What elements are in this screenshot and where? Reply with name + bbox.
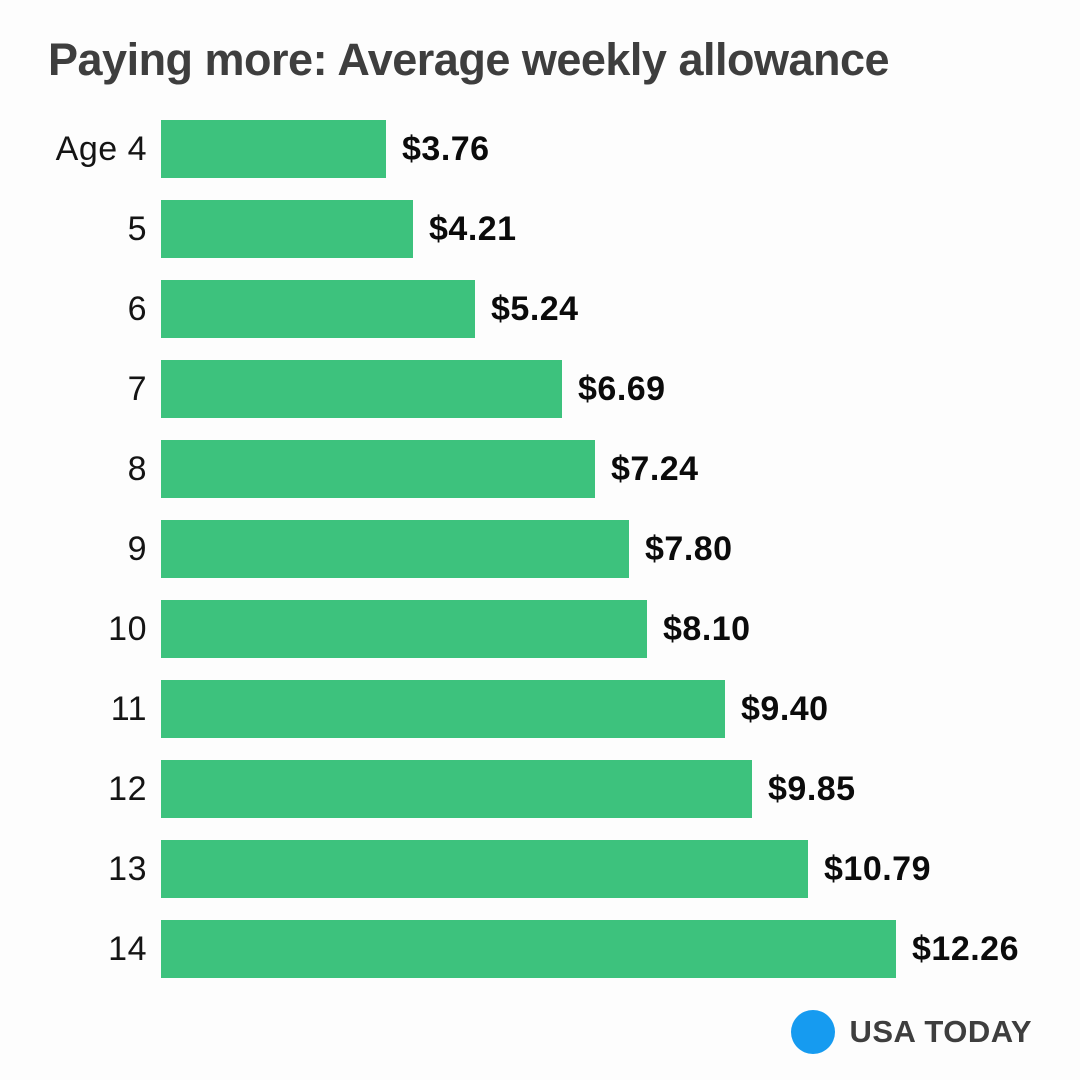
value-label: $8.10 xyxy=(663,609,751,648)
bar-row: 10 $8.10 xyxy=(0,600,1080,658)
bar-row: 6 $5.24 xyxy=(0,280,1080,338)
bar xyxy=(161,440,595,498)
age-label: 8 xyxy=(127,449,147,488)
bar xyxy=(161,360,562,418)
bar-row: 12 $9.85 xyxy=(0,760,1080,818)
value-label: $6.69 xyxy=(578,369,666,408)
bar xyxy=(161,920,896,978)
usatoday-logo: USA TODAY xyxy=(791,1010,1032,1054)
value-label: $3.76 xyxy=(402,129,490,168)
age-label: 10 xyxy=(108,609,147,648)
bar-row: 9 $7.80 xyxy=(0,520,1080,578)
age-label: 6 xyxy=(127,289,147,328)
bar-row: 5 $4.21 xyxy=(0,200,1080,258)
usatoday-wordmark: USA TODAY xyxy=(849,1014,1032,1049)
age-label: 7 xyxy=(127,369,147,408)
value-label: $7.80 xyxy=(645,529,733,568)
age-label: 12 xyxy=(108,769,147,808)
bar-row: 8 $7.24 xyxy=(0,440,1080,498)
bar-row: 11 $9.40 xyxy=(0,680,1080,738)
value-label: $12.26 xyxy=(912,929,1019,968)
value-label: $10.79 xyxy=(824,849,931,888)
bar-rows: Age 4 $3.76 5 $4.21 6 $5.24 7 $6.69 8 $7… xyxy=(0,120,1080,978)
bar-row: Age 4 $3.76 xyxy=(0,120,1080,178)
bar xyxy=(161,760,752,818)
chart-title: Paying more: Average weekly allowance xyxy=(48,34,890,85)
value-label: $7.24 xyxy=(611,449,699,488)
bar xyxy=(161,520,629,578)
age-label: 9 xyxy=(127,529,147,568)
bar xyxy=(161,600,647,658)
bar-row: 7 $6.69 xyxy=(0,360,1080,418)
bar-chart: Age 4 $3.76 5 $4.21 6 $5.24 7 $6.69 8 $7… xyxy=(0,120,1080,1000)
age-label: Age 4 xyxy=(55,129,147,168)
value-label: $4.21 xyxy=(429,209,517,248)
value-label: $9.85 xyxy=(768,769,856,808)
age-label: 14 xyxy=(108,929,147,968)
bar xyxy=(161,840,808,898)
blue-circle-icon xyxy=(791,1010,836,1054)
bar-row: 13 $10.79 xyxy=(0,840,1080,898)
bar-row: 14 $12.26 xyxy=(0,920,1080,978)
age-label: 11 xyxy=(110,689,147,728)
age-label: 13 xyxy=(108,849,147,888)
bar xyxy=(161,280,475,338)
bar xyxy=(161,680,725,738)
value-label: $5.24 xyxy=(491,289,579,328)
age-label: 5 xyxy=(127,209,147,248)
value-label: $9.40 xyxy=(741,689,829,728)
bar xyxy=(161,200,413,258)
bar xyxy=(161,120,386,178)
